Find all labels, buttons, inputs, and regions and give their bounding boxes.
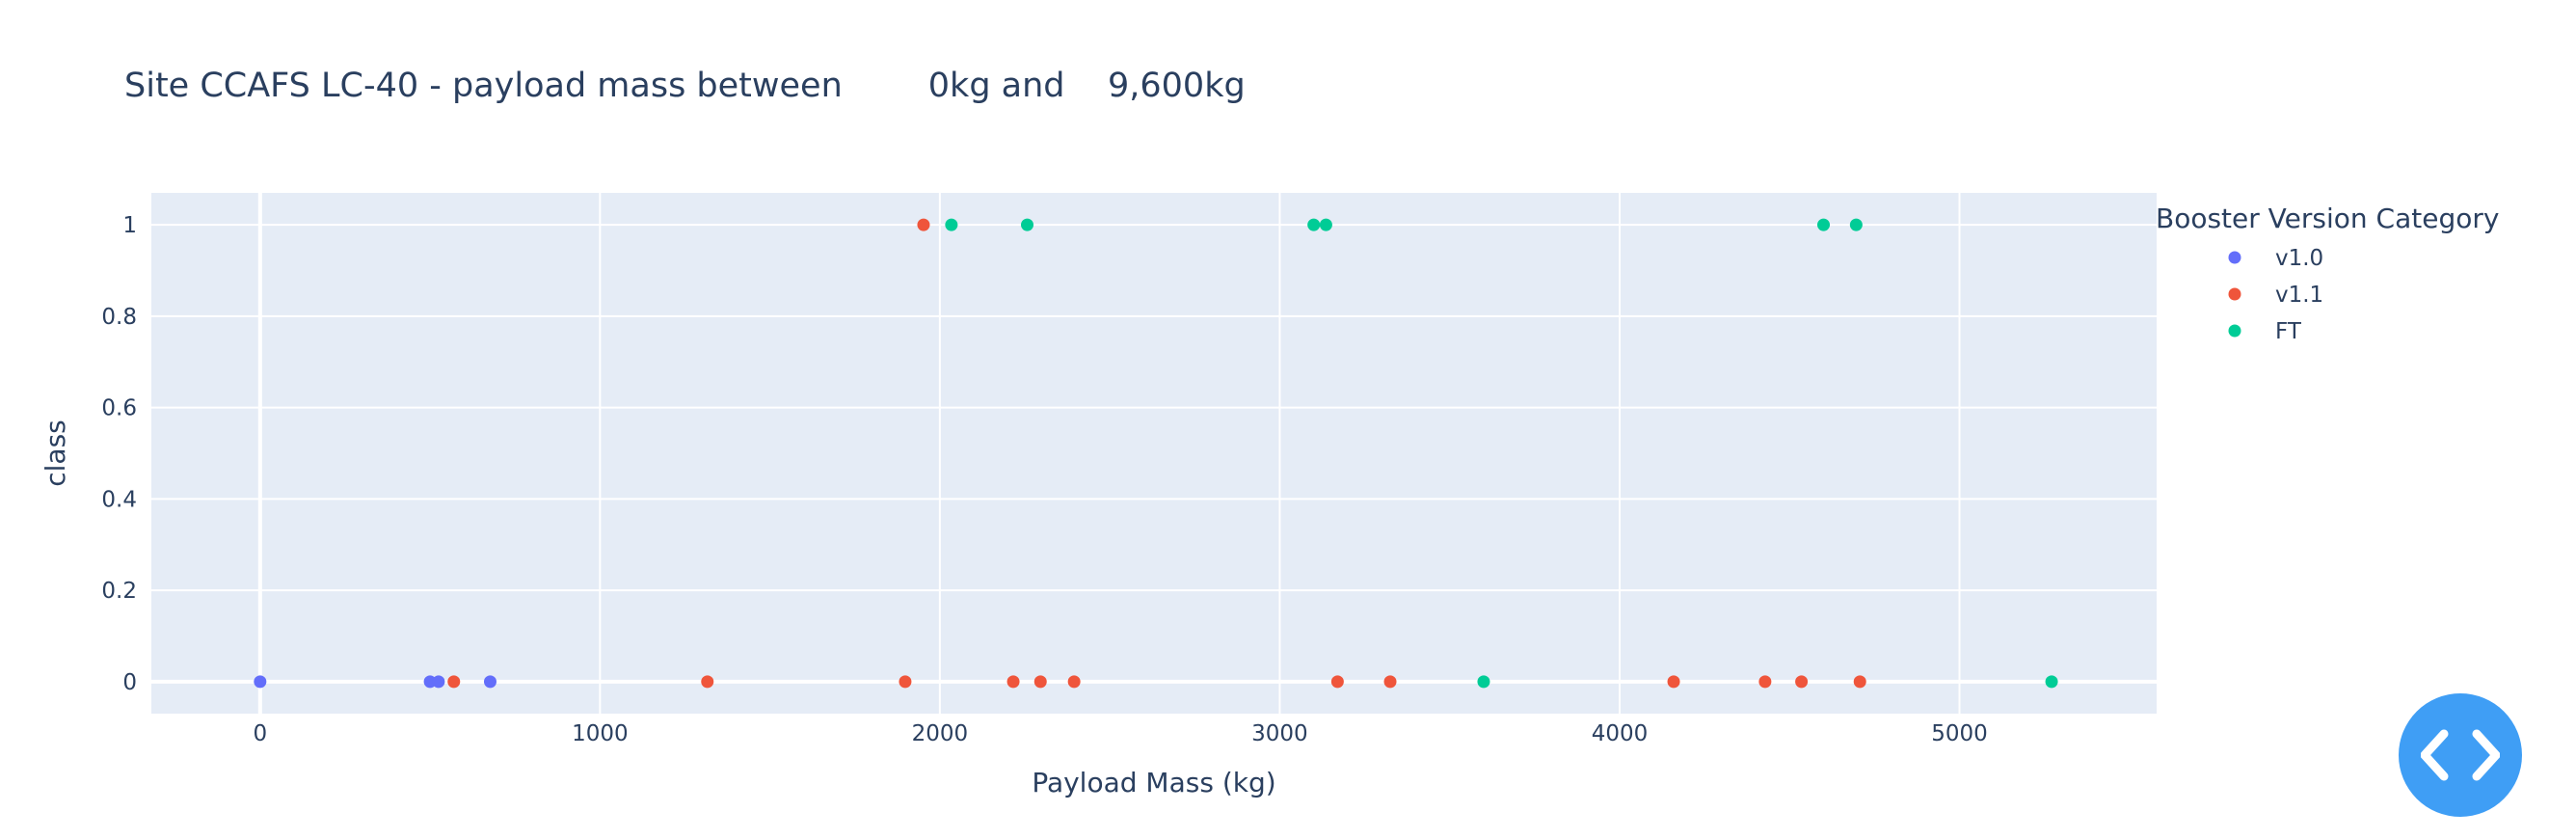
data-point	[254, 675, 267, 689]
code-icon	[2421, 729, 2500, 781]
legend-item-label: FT	[2275, 319, 2302, 344]
data-point	[1067, 675, 1081, 689]
data-point	[945, 218, 958, 231]
data-point	[2045, 675, 2058, 689]
legend-item-label: v1.0	[2275, 246, 2323, 271]
code-view-button[interactable]	[2399, 693, 2522, 817]
data-point	[1667, 675, 1680, 689]
legend-marker	[2228, 251, 2241, 264]
legend-marker	[2228, 324, 2241, 338]
data-point	[1817, 218, 1831, 231]
data-point	[1795, 675, 1809, 689]
data-point	[899, 675, 912, 689]
data-point	[917, 218, 930, 231]
x-tick-label: 3000	[1251, 721, 1308, 746]
x-tick-label: 2000	[912, 721, 969, 746]
x-tick-label: 1000	[572, 721, 629, 746]
data-point	[1477, 675, 1490, 689]
data-point	[1853, 675, 1866, 689]
x-tick-label: 4000	[1592, 721, 1649, 746]
y-tick-label: 0.6	[101, 396, 137, 421]
data-point	[1006, 675, 1020, 689]
y-tick-label: 1	[122, 213, 137, 238]
data-point	[1330, 675, 1344, 689]
legend-marker	[2228, 287, 2241, 301]
y-tick-label: 0.2	[101, 579, 137, 604]
data-point	[1307, 218, 1321, 231]
data-point	[1033, 675, 1047, 689]
x-axis-title: Payload Mass (kg)	[1032, 767, 1275, 798]
data-point	[1319, 218, 1332, 231]
y-tick-label: 0.8	[101, 305, 137, 330]
data-point	[1849, 218, 1863, 231]
chart-title: Site CCAFS LC-40 - payload mass between …	[124, 67, 1246, 105]
data-point	[1021, 218, 1034, 231]
data-point	[1758, 675, 1772, 689]
data-point	[447, 675, 461, 689]
data-point	[701, 675, 714, 689]
x-tick-label: 0	[253, 721, 267, 746]
y-axis-title: class	[40, 420, 71, 487]
legend: Booster Version Category v1.0 v1.1 FT	[2156, 203, 2499, 344]
data-point	[483, 675, 496, 689]
plot-area	[151, 193, 2157, 714]
y-tick-label: 0.4	[101, 487, 137, 512]
data-point	[432, 675, 445, 689]
legend-item-label: v1.1	[2275, 283, 2323, 308]
x-tick-label: 5000	[1931, 721, 1988, 746]
y-tick-label: 0	[122, 670, 137, 695]
data-point	[1383, 675, 1397, 689]
x-axis-ticks: 0 1000 2000 3000 4000 5000	[253, 721, 1987, 746]
legend-title: Booster Version Category	[2156, 203, 2499, 234]
y-axis-ticks: 0 0.2 0.4 0.6 0.8 1	[101, 213, 137, 695]
data-points	[254, 218, 2058, 689]
